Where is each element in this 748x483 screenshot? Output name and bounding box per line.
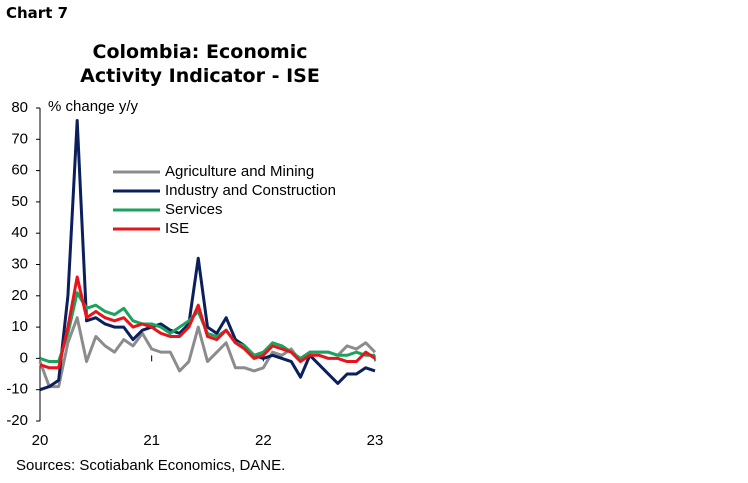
y-tick-label: -10 [6,381,28,398]
y-tick-label: -20 [6,412,28,429]
x-tick-label: 20 [32,432,49,449]
y-tick-label: 80 [11,99,28,116]
source-note: Sources: Scotiabank Economics, DANE. [16,457,285,474]
y-tick-label: 30 [11,255,28,272]
chart-label: Chart 7 [6,4,69,22]
y-axis-label: % change y/y [48,98,139,115]
y-tick-label: 0 [20,349,28,366]
legend-label: ISE [165,220,189,237]
x-tick-label: 21 [143,432,160,449]
y-tick-label: 10 [11,318,28,335]
series-line [39,119,376,392]
y-tick-label: 40 [11,224,28,241]
y-tick-label: 60 [11,162,28,179]
y-tick-label: 20 [11,287,28,304]
chart-title: Colombia: Economic Activity Indicator - … [80,41,320,87]
y-tick-label: 70 [11,130,28,147]
legend-label: Services [165,201,223,218]
series-line [39,275,376,370]
legend-label: Agriculture and Mining [165,163,314,180]
y-tick-label: 50 [11,193,28,210]
x-tick-label: 23 [367,432,384,449]
x-tick-label: 22 [255,432,272,449]
legend-label: Industry and Construction [165,182,336,199]
